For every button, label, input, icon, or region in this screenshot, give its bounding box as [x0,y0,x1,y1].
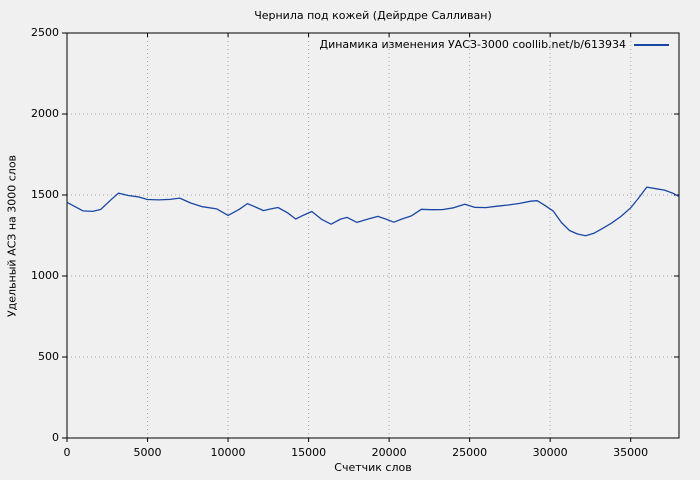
y-tick-label: 500 [38,350,59,363]
x-tick-label: 20000 [371,446,407,459]
x-tick-label: 10000 [210,446,246,459]
x-tick-label: 15000 [291,446,327,459]
y-axis-label: Удельный АСЗ на 3000 слов [5,154,19,318]
x-axis-label: Счетчик слов [334,461,412,474]
y-tick-label: 2000 [31,107,59,120]
x-tick-label: 0 [63,446,71,459]
plot-border [66,32,680,439]
legend-line-swatch [634,43,669,46]
x-tick-label: 30000 [532,446,568,459]
x-tick-label: 25000 [452,446,488,459]
y-tick-label: 1500 [31,188,59,201]
y-tick-label: 1000 [31,269,59,282]
data-line [66,186,680,237]
y-tick-label: 0 [52,431,59,444]
legend-label: Динамика изменения УАСЗ-3000 coollib.net… [319,38,627,51]
chart-title: Чернила под кожей (Дейрдре Салливан) [254,9,492,22]
legend: Динамика изменения УАСЗ-3000 coollib.net… [319,38,669,51]
y-tick-label: 2500 [31,26,59,39]
x-tick-label: 35000 [613,446,649,459]
x-tick-label: 5000 [133,446,162,459]
